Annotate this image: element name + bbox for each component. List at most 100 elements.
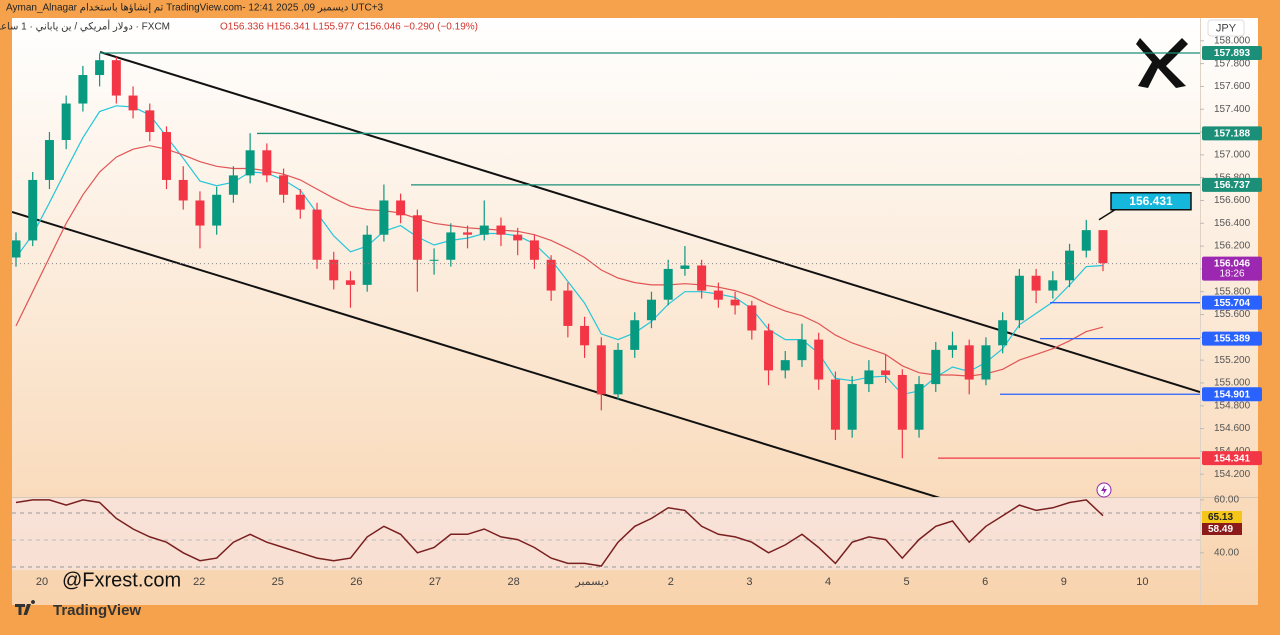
x-tick-label: 3 [746,576,752,588]
brand-name: TradingView [53,602,141,619]
candle-body [931,349,941,385]
candle-body [713,290,723,300]
x-tick-label: 20 [36,576,48,588]
candle-body [111,60,121,96]
candle-body [228,175,238,195]
rsi-badge-label: 58.49 [1208,524,1233,535]
candle-body [279,175,289,195]
currency-box [1207,19,1245,37]
brand: TradingView [15,599,141,619]
candle-body [747,305,757,331]
y-tick-label: 155.800 [1214,286,1251,297]
level-label: 155.704 [1214,298,1251,309]
y-tick-label: 157.000 [1214,149,1251,160]
level-label: 157.893 [1214,48,1251,59]
x-tick-label: 5 [904,576,910,588]
candle-body [1098,230,1108,264]
candle-body [947,345,957,350]
candle-body [95,60,105,76]
candle-body [479,225,489,235]
candle-body [262,150,272,176]
candle-body [178,179,188,201]
channel-upper [99,51,1200,393]
candle-body [195,200,205,226]
callout-label: 156.431 [1129,194,1173,208]
candle-body [797,339,807,361]
currency: JPY [1216,22,1237,34]
candle-body [379,200,389,235]
logo-mark [1136,38,1188,88]
candle-body [362,234,372,285]
candle-body [780,360,790,371]
candle-body [613,349,623,395]
rsi-badge-label: 65.13 [1208,512,1233,523]
candle-body [680,265,690,269]
candle-body [897,374,907,430]
candle-body [513,234,523,241]
candle-body [596,345,606,395]
logo [1136,38,1188,88]
candle-body [396,200,406,216]
x-tick-label: 4 [825,576,831,588]
y-tick-label: 156.800 [1214,172,1251,183]
candle-body [128,95,138,111]
y-tick-label: 154.800 [1214,400,1251,411]
rsi-plot [15,499,1104,567]
level-label: 154.341 [1214,453,1251,464]
candle-body [964,345,974,380]
candle-body [295,194,305,210]
candle-body [1014,275,1024,321]
chart-title: Ayman_Alnagar تم إنشاؤها باستخدام Tradin… [6,3,384,14]
candle-body [764,330,774,371]
y-tick-label: 158.000 [1214,35,1251,46]
candle-body [663,268,673,300]
ma-line [15,145,1104,377]
level-label: 156.737 [1214,180,1251,191]
candle-body [814,339,824,380]
x-tick-label: ديسمبر [574,576,609,588]
candle-body [847,384,857,430]
y-tick-label: 155.000 [1214,378,1251,389]
candle-body [881,370,891,375]
watermark: @Fxrest.com [62,569,181,591]
x-tick-label: 22 [193,576,205,588]
countdown: 18:26 [1219,268,1244,279]
rsi-line [15,499,1104,567]
y-tick-label: 154.200 [1214,469,1251,480]
candle-body [998,320,1008,346]
callout-box [1110,192,1192,211]
alert-bolt [1101,485,1107,495]
level-label: 154.901 [1214,389,1251,400]
level-badge [1202,46,1262,61]
level-badge [1202,295,1262,310]
candle-body [44,140,54,180]
candle-body [12,240,21,258]
brand-icon [15,599,36,615]
last-price-badge [1202,256,1262,281]
x-tick-label: 26 [350,576,362,588]
callout-pointer [1098,209,1116,221]
candle-body [463,232,473,235]
x-tick-label: 6 [982,576,988,588]
x-tick-label: 25 [272,576,284,588]
rsi-badge [1202,523,1242,535]
candle-body [162,132,172,180]
candle-body [429,259,439,261]
candle-body [630,320,640,350]
candle-body [78,75,88,104]
x-tick-label: 9 [1061,576,1067,588]
y-tick-label: 154.600 [1214,423,1251,434]
y-tick-label: 156.200 [1214,241,1251,252]
candle-body [312,209,322,260]
candle-body [28,179,38,241]
candle-body [145,110,155,133]
rsi-badge [1202,511,1242,523]
candle-body [496,225,506,235]
candle-body [446,232,456,260]
level-badge [1202,387,1262,402]
candle-body [529,240,539,260]
y-tick-label: 157.600 [1214,81,1251,92]
last-price-label: 156.046 [1214,258,1251,269]
